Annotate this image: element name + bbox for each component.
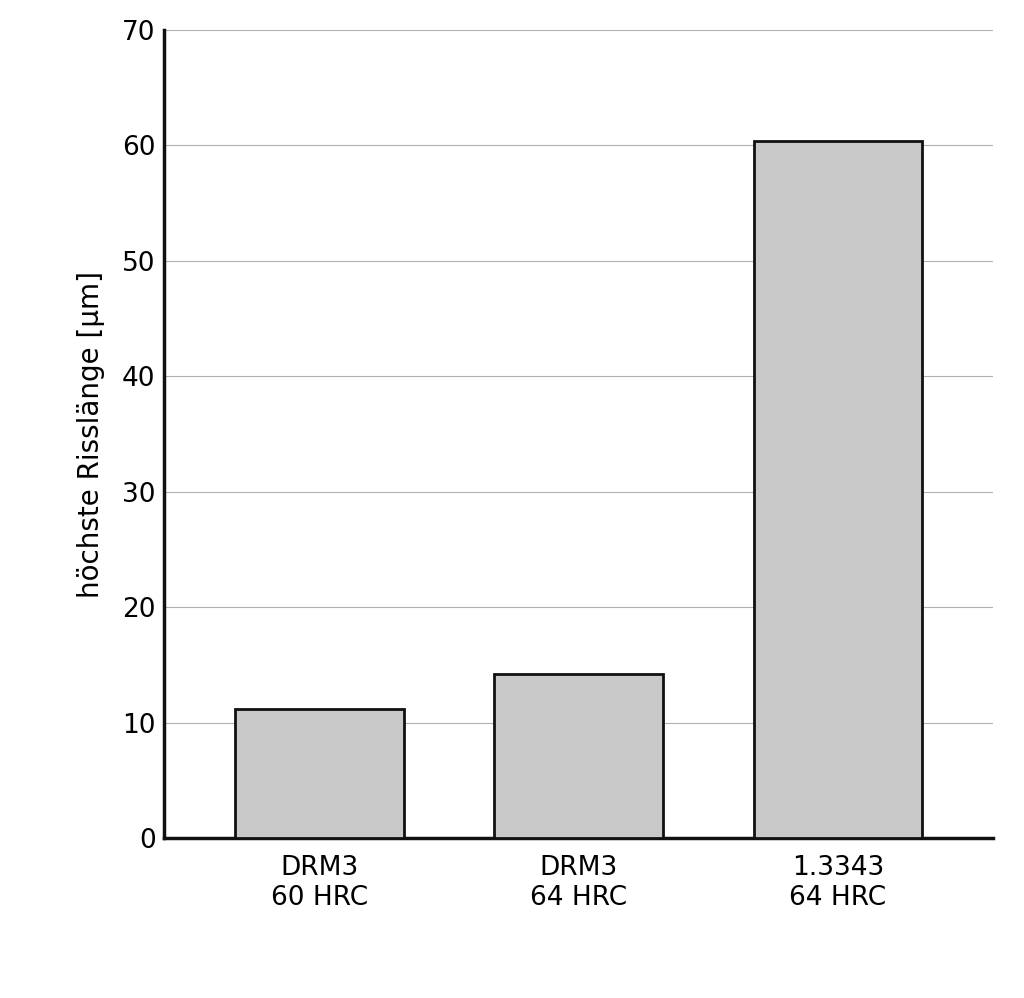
Bar	[495, 675, 663, 838]
Y-axis label: höchste Risslänge [µm]: höchste Risslänge [µm]	[78, 270, 105, 598]
Bar	[236, 709, 403, 838]
Bar	[754, 141, 922, 838]
